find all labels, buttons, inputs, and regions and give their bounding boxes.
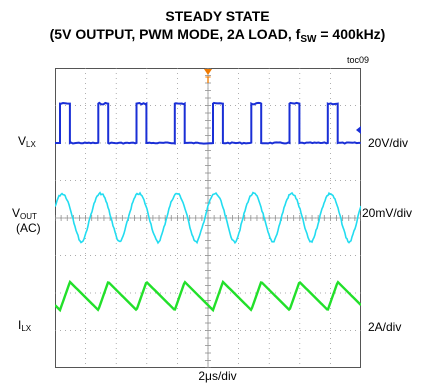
trace-vout-waveform (55, 191, 361, 245)
vlx-label-sub: LX (26, 140, 36, 149)
plate-id: toc09 (347, 55, 370, 65)
vout-label-sub: OUT (20, 212, 37, 221)
ilx-label-sub: LX (21, 324, 32, 333)
channel-level-marker (356, 126, 361, 134)
scale-vlx: 20V/div (368, 136, 409, 150)
trigger-marker: T (204, 69, 361, 134)
x-axis-scale: 2μs/div (198, 369, 237, 383)
trace-ilx-waveform (55, 279, 361, 313)
subtitle-prefix: (5V OUTPUT, PWM MODE, 2A LOAD, f (49, 26, 301, 42)
scale-ilx: 2A/div (368, 320, 402, 334)
chart-subtitle: (5V OUTPUT, PWM MODE, 2A LOAD, fSW = 400… (0, 26, 435, 45)
trigger-arrow (204, 69, 212, 75)
trace-label-vlx: VLX (18, 134, 36, 149)
subtitle-suffix: = 400kHz) (316, 26, 386, 42)
trace-label-vout-ac: (AC) (16, 221, 41, 235)
vout-label-main: V (12, 206, 21, 220)
vlx-label-main: V (18, 134, 27, 148)
trace-label-vout: VOUT (12, 206, 37, 221)
ilx-label-main: I (18, 318, 22, 332)
trace-vlx-waveform (55, 101, 361, 145)
chart-title: STEADY STATE (165, 8, 270, 24)
scope-grid (55, 68, 361, 368)
scope-plot-area: T (55, 68, 361, 368)
subtitle-subscript: SW (300, 34, 317, 45)
trigger-label: T (205, 75, 211, 85)
scale-vout: 20mV/div (362, 206, 413, 220)
trace-label-ilx: ILX (18, 318, 32, 333)
